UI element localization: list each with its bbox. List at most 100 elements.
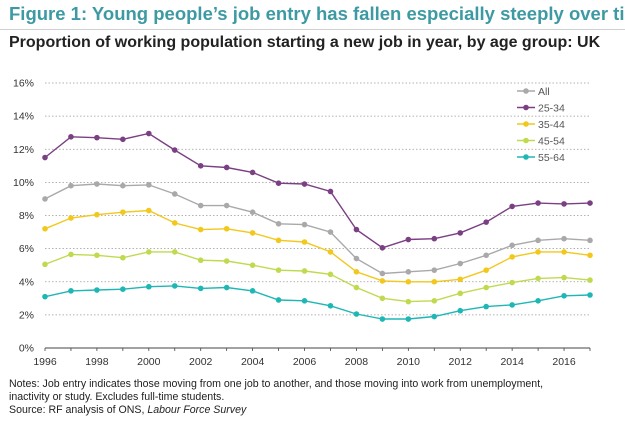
legend-swatch-marker xyxy=(523,121,529,127)
series-line xyxy=(44,209,591,283)
data-point xyxy=(301,297,308,304)
line-chart: 0% 2% 4% 6% 8% 10% 12% 14% 16% 1996 1998 2000 2002 20… xyxy=(13,78,593,368)
y-tick-label: 6% xyxy=(19,243,34,255)
data-point xyxy=(42,261,48,268)
source-title: Labour Force Survey xyxy=(147,404,247,416)
data-point xyxy=(535,200,541,206)
data-point xyxy=(223,284,230,291)
data-point xyxy=(171,283,178,289)
data-point xyxy=(457,230,464,236)
legend-swatch-marker xyxy=(523,137,529,144)
data-point xyxy=(301,221,308,228)
data-point xyxy=(457,290,464,297)
data-point xyxy=(223,258,230,264)
y-tick-label: 16% xyxy=(13,78,34,90)
data-point xyxy=(249,230,256,236)
data-point xyxy=(587,252,593,259)
notes-line-1: Notes: Job entry indicates those moving … xyxy=(9,378,544,390)
data-point xyxy=(405,236,412,243)
data-point xyxy=(120,136,126,143)
data-point xyxy=(535,249,541,255)
data-point xyxy=(327,302,334,309)
data-point xyxy=(197,257,204,264)
data-point xyxy=(275,297,282,303)
data-point xyxy=(94,181,100,187)
data-point xyxy=(120,286,126,293)
data-point xyxy=(405,298,412,305)
data-point xyxy=(353,269,360,275)
chart-notes: Notes: Job entry indicates those moving … xyxy=(9,378,614,417)
data-point xyxy=(42,196,48,202)
data-point xyxy=(353,226,360,233)
data-point xyxy=(535,237,541,244)
data-point xyxy=(587,200,593,206)
data-point xyxy=(483,252,489,259)
data-point xyxy=(301,239,308,245)
data-point xyxy=(146,249,152,255)
figure-title: Figure 1: Young people’s job entry has f… xyxy=(9,3,625,24)
data-point xyxy=(509,203,515,210)
data-point xyxy=(94,287,100,293)
data-point xyxy=(94,252,100,259)
series-55-64 xyxy=(42,283,593,322)
data-point xyxy=(68,215,74,221)
data-point xyxy=(353,255,360,262)
data-point xyxy=(457,307,464,314)
data-point xyxy=(509,302,515,308)
data-point xyxy=(223,225,230,232)
series-25-34 xyxy=(42,130,593,251)
data-point xyxy=(535,275,541,282)
y-tick-label: 10% xyxy=(13,177,34,189)
data-point xyxy=(431,278,438,285)
data-point xyxy=(483,284,489,291)
legend-item-35-44: 35-44 xyxy=(517,119,565,131)
data-point xyxy=(379,244,386,251)
legend-swatch-marker xyxy=(523,154,529,160)
notes-line-2: inactivity or study. Excludes full-time … xyxy=(9,391,225,403)
data-point xyxy=(509,254,515,260)
legend-label: 25-34 xyxy=(538,102,565,114)
series-45-54 xyxy=(42,249,593,305)
data-point xyxy=(353,311,360,317)
data-point xyxy=(197,202,204,209)
title-divider xyxy=(0,29,625,30)
data-point xyxy=(68,182,74,189)
data-point xyxy=(42,293,48,300)
series-line xyxy=(44,132,591,249)
data-point xyxy=(587,237,593,244)
y-tick-label: 2% xyxy=(19,309,34,321)
data-point xyxy=(561,201,567,207)
data-point xyxy=(457,260,464,267)
data-point xyxy=(353,284,360,291)
legend-label: All xyxy=(538,86,550,98)
x-tick-label: 2012 xyxy=(449,356,473,368)
y-tick-label: 4% xyxy=(19,276,34,288)
data-point xyxy=(379,316,386,322)
data-point xyxy=(120,209,126,215)
data-point xyxy=(146,130,152,137)
data-point xyxy=(68,134,74,140)
data-point xyxy=(327,188,334,195)
data-point xyxy=(431,313,438,320)
data-point xyxy=(405,269,412,275)
data-point xyxy=(94,134,100,141)
data-point xyxy=(379,278,386,284)
data-point xyxy=(197,285,204,292)
data-point xyxy=(535,297,541,304)
series-line xyxy=(44,183,591,275)
data-point xyxy=(171,249,178,255)
data-point xyxy=(146,182,152,188)
y-tick-label: 14% xyxy=(13,111,34,123)
data-point xyxy=(431,297,438,304)
series-35-44 xyxy=(42,207,593,285)
series-All xyxy=(42,181,593,277)
data-point xyxy=(68,251,74,258)
data-point xyxy=(483,219,489,225)
data-point xyxy=(275,220,282,227)
data-point xyxy=(379,295,386,302)
data-point xyxy=(275,237,282,244)
data-point xyxy=(327,229,334,235)
y-tick-label: 8% xyxy=(19,210,34,222)
data-point xyxy=(42,154,48,161)
